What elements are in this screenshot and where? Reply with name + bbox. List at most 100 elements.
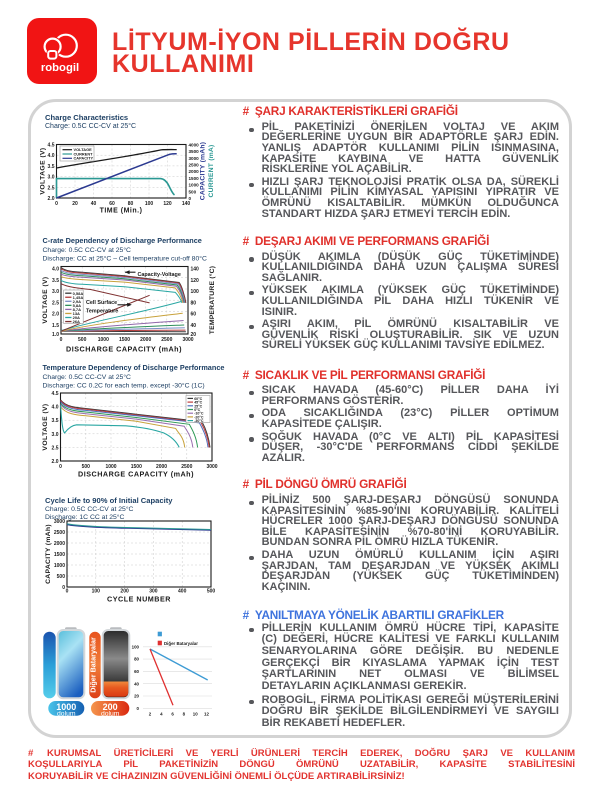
svg-text:0: 0 xyxy=(62,585,65,591)
svg-text:Discharge: CC 0.2C for each te: Discharge: CC 0.2C for each temp. except… xyxy=(43,381,205,389)
svg-text:500: 500 xyxy=(57,574,66,580)
svg-text:VOLTAGE (V): VOLTAGE (V) xyxy=(42,276,49,323)
svg-text:-10°C: -10°C xyxy=(194,412,204,416)
svg-text:8,7A: 8,7A xyxy=(73,307,82,312)
svg-text:2.5: 2.5 xyxy=(48,185,55,191)
svg-text:Capacity-Voltage: Capacity-Voltage xyxy=(138,272,181,278)
svg-text:CAPACITY (mAh): CAPACITY (mAh) xyxy=(45,524,52,584)
svg-text:dolum: dolum xyxy=(101,711,120,718)
svg-text:300: 300 xyxy=(149,589,158,595)
svg-text:100: 100 xyxy=(92,589,101,595)
svg-text:2.0: 2.0 xyxy=(52,459,59,465)
svg-text:Charge Characteristics: Charge Characteristics xyxy=(45,113,128,122)
svg-text:0°C: 0°C xyxy=(194,408,200,412)
svg-text:Discharge: CC at 25°C – Cell t: Discharge: CC at 25°C – Cell temperature… xyxy=(43,254,207,262)
svg-text:20: 20 xyxy=(72,201,78,207)
svg-text:3.5: 3.5 xyxy=(52,418,59,424)
svg-text:2000: 2000 xyxy=(156,464,167,470)
svg-text:13A: 13A xyxy=(73,311,80,316)
svg-text:200: 200 xyxy=(103,702,118,712)
svg-text:4.0: 4.0 xyxy=(52,405,59,411)
svg-text:40: 40 xyxy=(134,681,139,686)
svg-text:1500: 1500 xyxy=(54,552,65,558)
svg-text:VOLTAGE (V): VOLTAGE (V) xyxy=(42,403,49,450)
svg-text:3.5: 3.5 xyxy=(48,164,55,170)
svg-text:Temperature: Temperature xyxy=(86,309,118,315)
svg-text:2500: 2500 xyxy=(189,163,200,168)
svg-text:TEMPERATURE (°C): TEMPERATURE (°C) xyxy=(208,266,216,334)
svg-text:3000: 3000 xyxy=(206,464,217,470)
svg-text:500: 500 xyxy=(82,464,91,470)
svg-text:0: 0 xyxy=(66,589,69,595)
svg-text:3.0: 3.0 xyxy=(48,175,55,181)
svg-text:2.5: 2.5 xyxy=(52,445,59,451)
svg-text:20: 20 xyxy=(191,332,197,338)
svg-text:3000: 3000 xyxy=(189,156,200,161)
svg-text:2,9A: 2,9A xyxy=(73,299,82,304)
svg-text:DISCHARGE CAPACITY (mAh): DISCHARGE CAPACITY (mAh) xyxy=(66,345,182,354)
svg-text:4000: 4000 xyxy=(189,142,200,147)
svg-text:2.5: 2.5 xyxy=(52,300,59,306)
svg-text:100: 100 xyxy=(132,644,140,649)
svg-text:-30°C: -30°C xyxy=(194,419,204,423)
svg-text:60°C: 60°C xyxy=(194,397,202,401)
svg-text:2.0: 2.0 xyxy=(52,312,59,318)
svg-text:-20°C: -20°C xyxy=(194,415,204,419)
svg-text:4.5: 4.5 xyxy=(52,391,59,397)
svg-text:DISCHARGE CAPACITY (mAh): DISCHARGE CAPACITY (mAh) xyxy=(78,470,194,479)
svg-text:0: 0 xyxy=(189,196,192,201)
svg-text:2000: 2000 xyxy=(140,337,151,343)
svg-text:VOLTAGE (V): VOLTAGE (V) xyxy=(40,147,47,194)
svg-text:1000: 1000 xyxy=(105,464,116,470)
svg-text:0: 0 xyxy=(55,201,58,207)
svg-text:1000: 1000 xyxy=(98,337,109,343)
svg-text:1,45A: 1,45A xyxy=(73,295,84,300)
svg-text:1500: 1500 xyxy=(189,176,200,181)
svg-text:dolum: dolum xyxy=(57,711,76,718)
svg-text:Cell Surface: Cell Surface xyxy=(86,300,117,306)
svg-text:1000: 1000 xyxy=(189,183,200,188)
svg-text:robogil: robogil xyxy=(41,62,79,74)
svg-text:0: 0 xyxy=(137,706,140,711)
svg-text:Cycle Life to 90% of Initial C: Cycle Life to 90% of Initial Capacity xyxy=(45,496,173,505)
svg-text:Diğer Bataryalar: Diğer Bataryalar xyxy=(88,637,97,693)
svg-text:1.0: 1.0 xyxy=(52,332,59,338)
svg-text:140: 140 xyxy=(191,267,200,273)
svg-text:120: 120 xyxy=(163,201,172,207)
svg-text:140: 140 xyxy=(182,201,191,207)
svg-text:4: 4 xyxy=(160,712,163,717)
svg-text:CAPACITY: CAPACITY xyxy=(74,156,94,161)
svg-text:2.0: 2.0 xyxy=(48,196,55,202)
svg-text:8: 8 xyxy=(183,712,186,717)
svg-text:60: 60 xyxy=(134,669,139,674)
svg-text:1000: 1000 xyxy=(56,702,76,712)
svg-text:4.0: 4.0 xyxy=(52,267,59,273)
svg-text:0: 0 xyxy=(59,464,62,470)
svg-text:1000: 1000 xyxy=(54,563,65,569)
svg-text:Charge: 0.5C CC-CV at 25°C: Charge: 0.5C CC-CV at 25°C xyxy=(43,373,132,381)
svg-text:500: 500 xyxy=(207,589,216,595)
svg-text:40: 40 xyxy=(91,201,97,207)
svg-text:60: 60 xyxy=(191,312,197,318)
svg-text:4.5: 4.5 xyxy=(48,143,55,149)
svg-text:Charge: 0.5C CC-CV at 25°C: Charge: 0.5C CC-CV at 25°C xyxy=(43,246,132,254)
svg-text:80: 80 xyxy=(191,300,197,306)
svg-text:1500: 1500 xyxy=(119,337,130,343)
svg-text:3000: 3000 xyxy=(182,337,193,343)
svg-text:CURRENT (mA): CURRENT (mA) xyxy=(208,145,215,198)
svg-text:Charge: 0.5C CC-CV at 25°C: Charge: 0.5C CC-CV at 25°C xyxy=(45,122,136,130)
svg-text:60: 60 xyxy=(109,201,115,207)
svg-text:200: 200 xyxy=(120,589,129,595)
svg-text:2500: 2500 xyxy=(54,530,65,536)
svg-text:5,8A: 5,8A xyxy=(73,303,82,308)
svg-text:VOLTAGE: VOLTAGE xyxy=(74,147,93,152)
svg-text:Temperature Dependency of Disc: Temperature Dependency of Discharge Perf… xyxy=(43,363,225,372)
svg-text:80: 80 xyxy=(128,201,134,207)
svg-text:0,58A: 0,58A xyxy=(73,291,84,296)
svg-text:2500: 2500 xyxy=(181,464,192,470)
svg-text:2500: 2500 xyxy=(161,337,172,343)
svg-text:26A: 26A xyxy=(73,319,80,324)
svg-text:120: 120 xyxy=(191,278,200,284)
svg-text:3.0: 3.0 xyxy=(52,432,59,438)
svg-text:Discharge: 1C CC at 25°C: Discharge: 1C CC at 25°C xyxy=(45,513,124,521)
